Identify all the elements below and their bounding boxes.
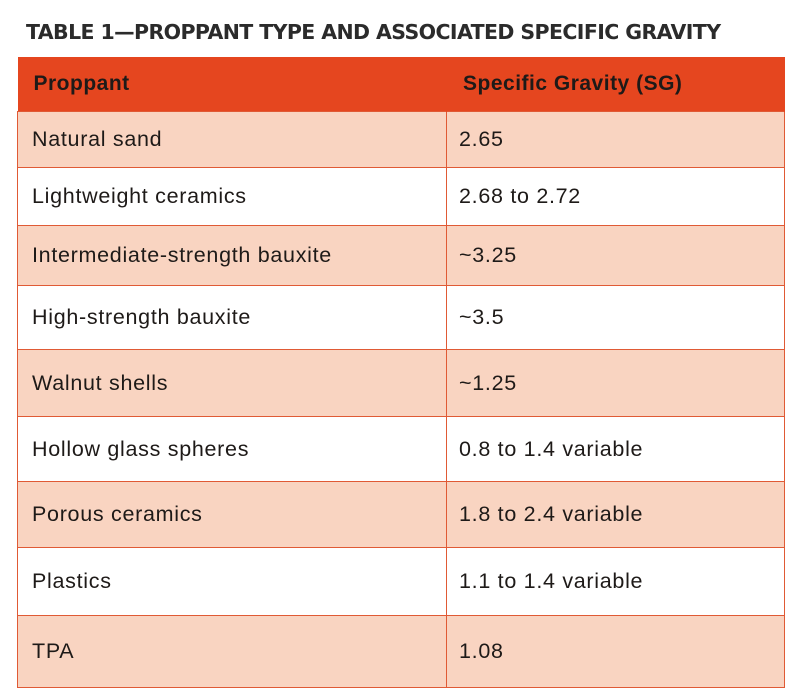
- specific-gravity-cell: 0.8 to 1.4 variable: [446, 416, 785, 482]
- table-row: Natural sand 2.65: [17, 111, 785, 168]
- specific-gravity-cell: 2.68 to 2.72: [446, 167, 785, 226]
- specific-gravity-cell: 1.8 to 2.4 variable: [446, 481, 785, 548]
- specific-gravity-cell: 1.1 to 1.4 variable: [446, 547, 785, 616]
- table-header-row: Proppant Specific Gravity (SG): [17, 57, 785, 112]
- table-row: High-strength bauxite ~3.5: [17, 285, 785, 350]
- proppant-cell: Natural sand: [17, 111, 447, 168]
- proppant-cell: High-strength bauxite: [17, 285, 447, 350]
- proppant-cell: TPA: [17, 615, 447, 688]
- proppant-cell: Lightweight ceramics: [17, 167, 447, 226]
- table-row: Lightweight ceramics 2.68 to 2.72: [17, 167, 785, 226]
- proppant-table: Proppant Specific Gravity (SG) Natural s…: [17, 57, 785, 688]
- specific-gravity-cell: 2.65: [446, 111, 785, 168]
- proppant-cell: Walnut shells: [17, 349, 447, 417]
- specific-gravity-cell: ~1.25: [446, 349, 785, 417]
- table-row: Hollow glass spheres 0.8 to 1.4 variable: [17, 416, 785, 482]
- table-row: Walnut shells ~1.25: [17, 349, 785, 417]
- proppant-table-container: Proppant Specific Gravity (SG) Natural s…: [17, 57, 785, 688]
- table-row: Plastics 1.1 to 1.4 variable: [17, 547, 785, 616]
- proppant-cell: Intermediate-strength bauxite: [17, 225, 447, 286]
- proppant-cell: Hollow glass spheres: [17, 416, 447, 482]
- specific-gravity-cell: ~3.5: [446, 285, 785, 350]
- proppant-cell: Plastics: [17, 547, 447, 616]
- table-title: TABLE 1—PROPPANT TYPE AND ASSOCIATED SPE…: [26, 20, 721, 44]
- specific-gravity-cell: 1.08: [446, 615, 785, 688]
- specific-gravity-cell: ~3.25: [446, 225, 785, 286]
- column-header-proppant: Proppant: [17, 57, 447, 112]
- table-row: TPA 1.08: [17, 615, 785, 688]
- table-row: Porous ceramics 1.8 to 2.4 variable: [17, 481, 785, 548]
- proppant-cell: Porous ceramics: [17, 481, 447, 548]
- table-row: Intermediate-strength bauxite ~3.25: [17, 225, 785, 286]
- column-header-specific-gravity: Specific Gravity (SG): [446, 57, 785, 112]
